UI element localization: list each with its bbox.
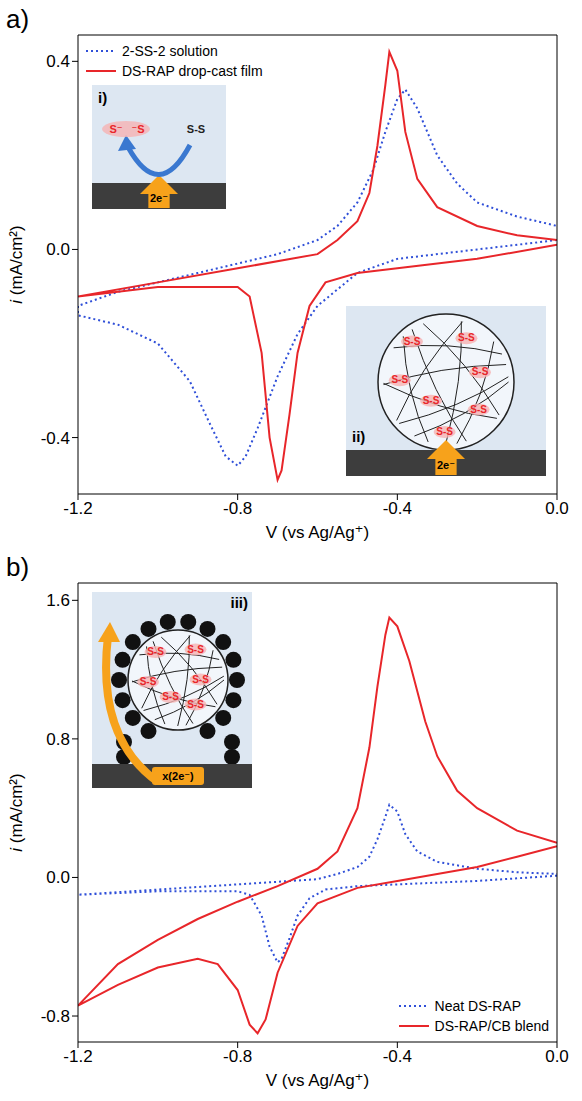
svg-text:-1.2: -1.2 <box>63 499 92 518</box>
svg-text:S-S: S-S <box>188 644 205 655</box>
svg-text:-0.8: -0.8 <box>223 1047 252 1066</box>
svg-text:S-S: S-S <box>472 366 489 377</box>
svg-text:0.4: 0.4 <box>46 52 70 71</box>
svg-text:0.8: 0.8 <box>46 730 70 749</box>
svg-text:ii): ii) <box>352 428 365 445</box>
svg-text:S-S: S-S <box>140 676 157 687</box>
svg-text:2e⁻: 2e⁻ <box>150 192 168 204</box>
svg-text:0.0: 0.0 <box>46 240 70 259</box>
svg-text:2e⁻: 2e⁻ <box>437 459 455 471</box>
html-text:a): a) <box>6 4 30 34</box>
svg-text:S-S: S-S <box>188 699 205 710</box>
svg-text:0.0: 0.0 <box>46 868 70 887</box>
svg-text:S-S: S-S <box>163 691 180 702</box>
svg-text:-1.2: -1.2 <box>63 1047 92 1066</box>
svg-text:-0.8: -0.8 <box>223 499 252 518</box>
svg-text:-0.4: -0.4 <box>383 1047 412 1066</box>
svg-text:S-S: S-S <box>392 374 409 385</box>
svg-text:S-S: S-S <box>471 403 488 414</box>
html-text:2-SS-2 solution: 2-SS-2 solution <box>122 43 218 59</box>
svg-text:-0.8: -0.8 <box>41 1007 70 1026</box>
svg-text:iii): iii) <box>231 594 249 611</box>
svg-text:0.0: 0.0 <box>545 1047 569 1066</box>
html-text:DS-RAP drop-cast film: DS-RAP drop-cast film <box>122 63 263 79</box>
svg-text:0.0: 0.0 <box>545 499 569 518</box>
svg-text:S-S: S-S <box>458 332 475 343</box>
svg-text:-0.4: -0.4 <box>41 429 70 448</box>
svg-text:⁻S: ⁻S <box>132 123 145 135</box>
html-text:b): b) <box>6 552 30 582</box>
svg-text:S-S: S-S <box>187 123 205 135</box>
html-text:Neat DS-RAP: Neat DS-RAP <box>434 998 521 1014</box>
svg-text:V (vs Ag/Ag⁺): V (vs Ag/Ag⁺) <box>266 523 369 542</box>
svg-text:V (vs Ag/Ag⁺): V (vs Ag/Ag⁺) <box>266 1071 369 1090</box>
svg-text:S-S: S-S <box>423 395 440 406</box>
svg-text:-0.4: -0.4 <box>383 499 412 518</box>
svg-text:S-S: S-S <box>437 426 454 437</box>
svg-text:i): i) <box>98 89 107 106</box>
svg-text:S-S: S-S <box>148 646 165 657</box>
svg-text:S⁻: S⁻ <box>110 123 123 135</box>
svg-text:x(2e⁻): x(2e⁻) <box>163 770 195 782</box>
svg-text:i (mA/cm²): i (mA/cm²) <box>7 773 26 851</box>
svg-text:S-S: S-S <box>404 335 421 346</box>
html-text:DS-RAP/CB blend: DS-RAP/CB blend <box>434 1018 549 1034</box>
svg-text:S-S: S-S <box>193 674 210 685</box>
svg-text:1.6: 1.6 <box>46 591 70 610</box>
svg-text:i (mA/cm²): i (mA/cm²) <box>7 225 26 303</box>
